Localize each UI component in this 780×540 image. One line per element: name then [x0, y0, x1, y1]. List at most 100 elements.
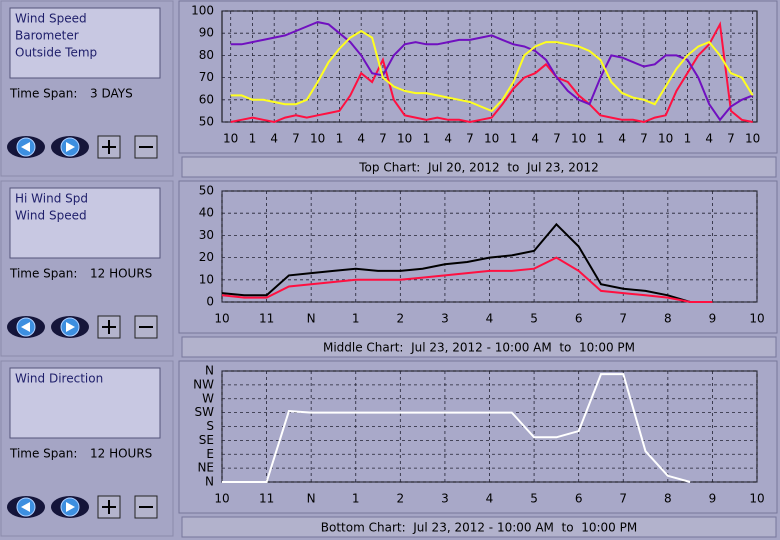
- y-tick-label: 20: [199, 250, 214, 264]
- y-tick-label: 50: [199, 184, 214, 198]
- y-tick-label: 10: [199, 272, 214, 286]
- x-tick-label: 10: [658, 132, 673, 146]
- x-tick-label: 1: [352, 312, 360, 326]
- x-tick-label: 1: [352, 492, 360, 506]
- x-tick-label: 1: [510, 132, 518, 146]
- y-tick-label: 60: [199, 92, 214, 106]
- y-tick-label: 30: [199, 228, 214, 242]
- x-tick-label: 5: [530, 492, 538, 506]
- x-tick-label: 4: [357, 132, 365, 146]
- arrow-icon[interactable]: [21, 142, 30, 152]
- caption-bar: [181, 516, 777, 538]
- legend-entry: Wind Speed: [15, 209, 87, 223]
- time-span-value: 12 HOURS: [90, 267, 152, 281]
- chart-caption: Top Chart: Jul 20, 2012 to Jul 23, 2012: [358, 161, 598, 175]
- series-line: [230, 29, 754, 113]
- x-tick-label: 10: [214, 312, 229, 326]
- legend-entry: Outside Temp: [15, 46, 97, 60]
- y-tick-label: W: [202, 391, 214, 405]
- x-tick-label: 5: [530, 312, 538, 326]
- x-tick-label: 10: [214, 492, 229, 506]
- legend-entry: Barometer: [15, 29, 79, 43]
- series-line: [230, 21, 754, 122]
- x-tick-label: 1: [423, 132, 431, 146]
- legend-box: [9, 187, 161, 259]
- time-span-label: Time Span:: [9, 87, 77, 101]
- x-tick-label: 10: [749, 312, 764, 326]
- arrow-icon[interactable]: [66, 142, 75, 152]
- x-tick-label: 1: [597, 132, 605, 146]
- x-tick-label: 11: [259, 492, 274, 506]
- x-tick-label: 6: [575, 312, 583, 326]
- legend-box: [9, 7, 161, 79]
- y-tick-label: 0: [206, 295, 214, 309]
- x-tick-label: 2: [397, 312, 405, 326]
- arrow-icon[interactable]: [21, 322, 30, 332]
- time-span-value: 12 HOURS: [90, 447, 152, 461]
- x-tick-label: 1: [684, 132, 692, 146]
- x-tick-label: 7: [292, 132, 300, 146]
- y-tick-label: SE: [199, 433, 214, 447]
- legend-box: [9, 367, 161, 439]
- x-tick-label: 10: [223, 132, 238, 146]
- y-tick-label: N: [205, 475, 214, 489]
- x-tick-label: 1: [336, 132, 344, 146]
- y-tick-label: 90: [199, 26, 214, 40]
- x-tick-label: 10: [484, 132, 499, 146]
- time-span-label: Time Span:: [9, 267, 77, 281]
- y-tick-label: 40: [199, 206, 214, 220]
- y-tick-label: NW: [193, 377, 214, 391]
- x-tick-label: 7: [379, 132, 387, 146]
- x-tick-label: 4: [486, 492, 494, 506]
- series-line: [221, 222, 713, 303]
- y-tick-label: SW: [195, 405, 215, 419]
- x-tick-label: 8: [664, 492, 672, 506]
- chart-caption: Bottom Chart: Jul 23, 2012 - 10:00 AM to…: [321, 521, 637, 535]
- x-tick-label: 4: [486, 312, 494, 326]
- x-tick-label: 10: [745, 132, 760, 146]
- x-tick-label: 7: [466, 132, 474, 146]
- y-tick-label: S: [206, 419, 214, 433]
- series-line: [221, 256, 713, 303]
- x-tick-label: 7: [727, 132, 735, 146]
- x-tick-label: 6: [575, 492, 583, 506]
- y-tick-label: NE: [197, 461, 214, 475]
- time-span-label: Time Span:: [9, 447, 77, 461]
- arrow-icon[interactable]: [21, 502, 30, 512]
- legend-entry: Hi Wind Spd: [15, 192, 88, 206]
- x-tick-label: 1: [249, 132, 257, 146]
- x-tick-label: 8: [664, 312, 672, 326]
- legend-entry: Wind Direction: [15, 372, 103, 386]
- x-tick-label: 4: [270, 132, 278, 146]
- x-tick-label: 3: [441, 312, 449, 326]
- series-line: [230, 21, 753, 124]
- x-tick-label: 2: [397, 492, 405, 506]
- caption-bar: [181, 336, 777, 358]
- x-tick-label: 3: [441, 492, 449, 506]
- x-tick-label: N: [307, 312, 316, 326]
- legend-entry: Wind Speed: [15, 12, 87, 26]
- chart-caption: Middle Chart: Jul 23, 2012 - 10:00 AM to…: [323, 341, 635, 355]
- arrow-icon[interactable]: [66, 322, 75, 332]
- caption-bar: [181, 156, 777, 178]
- plot-area: [221, 10, 758, 123]
- x-tick-label: 7: [640, 132, 648, 146]
- x-tick-label: 10: [397, 132, 412, 146]
- x-tick-label: 7: [619, 312, 627, 326]
- y-tick-label: 80: [199, 48, 214, 62]
- y-tick-label: 70: [199, 70, 214, 84]
- x-tick-label: 4: [531, 132, 539, 146]
- series-line: [222, 373, 691, 483]
- x-tick-label: 4: [444, 132, 452, 146]
- x-tick-label: 4: [705, 132, 713, 146]
- arrow-icon[interactable]: [66, 502, 75, 512]
- x-tick-label: 9: [709, 492, 717, 506]
- y-tick-label: 50: [199, 115, 214, 129]
- x-tick-label: 7: [619, 492, 627, 506]
- x-tick-label: 9: [709, 312, 717, 326]
- time-span-value: 3 DAYS: [90, 87, 133, 101]
- x-tick-label: 10: [571, 132, 586, 146]
- x-tick-label: 10: [310, 132, 325, 146]
- x-tick-label: 11: [259, 312, 274, 326]
